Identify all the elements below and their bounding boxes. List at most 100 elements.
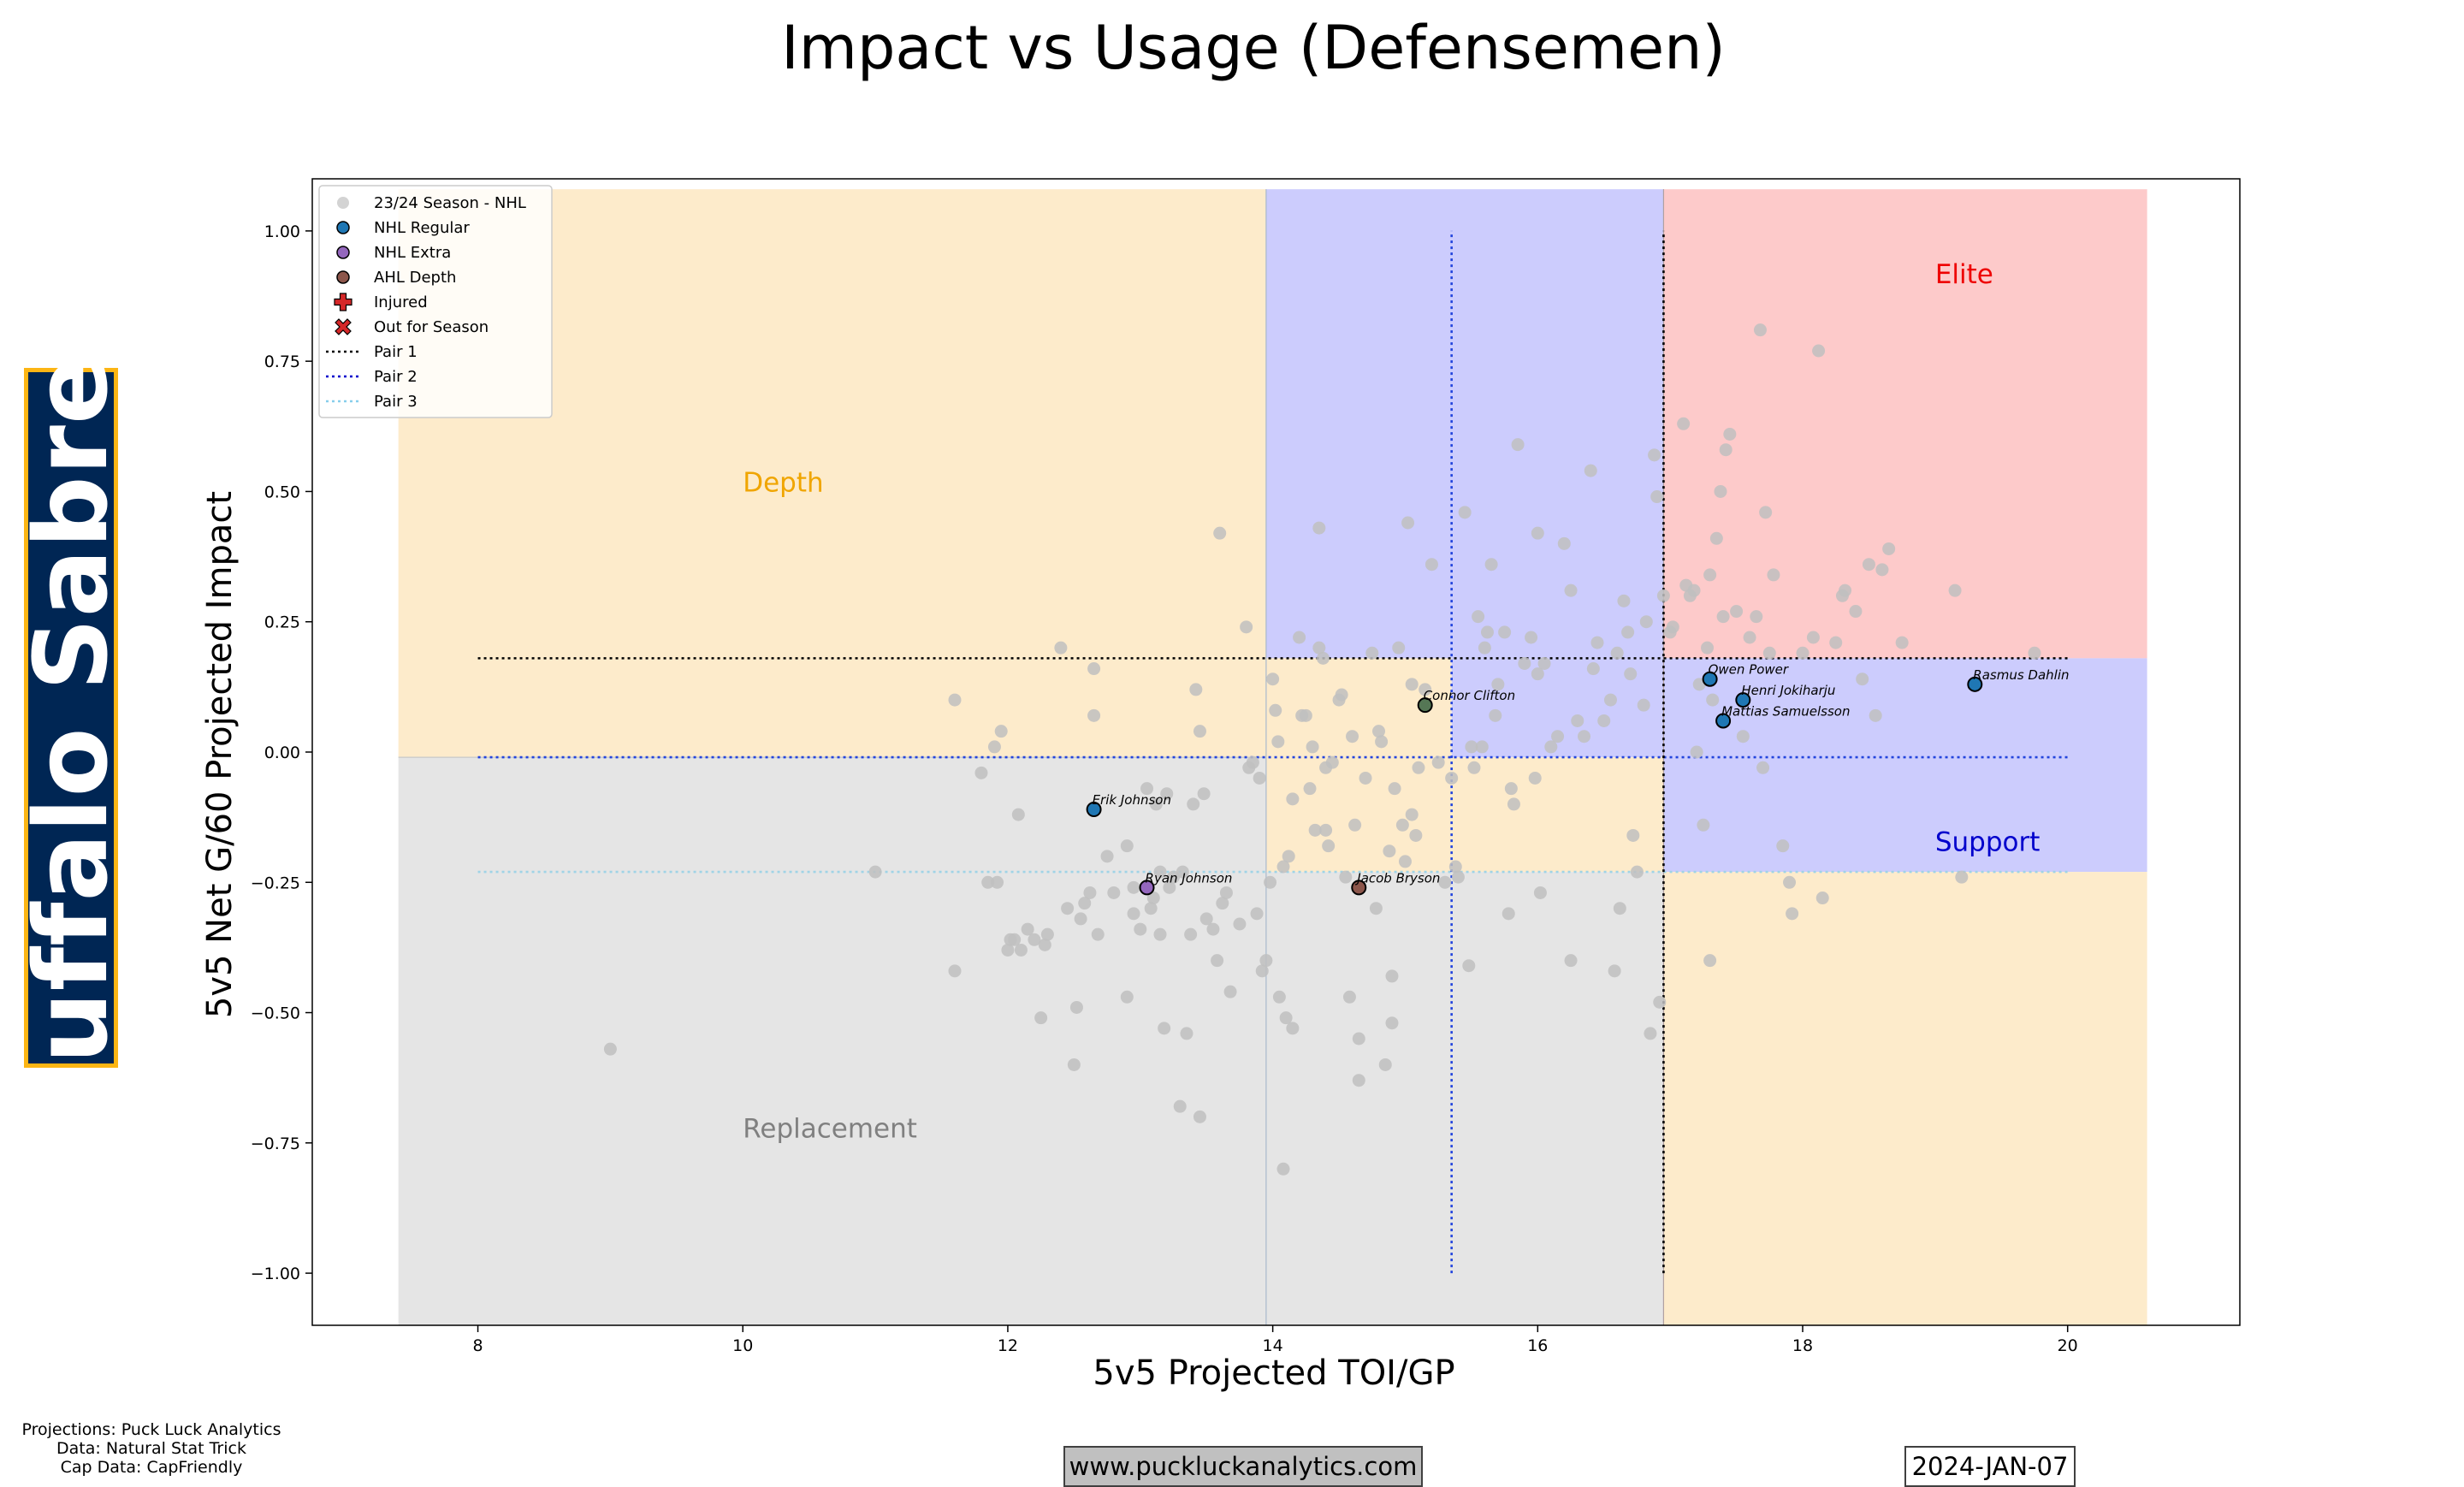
league-point	[1383, 844, 1396, 858]
player-point	[1702, 671, 1718, 687]
league-point	[1502, 907, 1515, 921]
legend-label: Injured	[374, 293, 428, 311]
league-point	[1709, 531, 1723, 545]
league-point	[1189, 683, 1203, 696]
league-point	[1650, 490, 1664, 504]
league-point	[1617, 594, 1631, 607]
league-point	[1319, 823, 1333, 837]
league-point	[1448, 860, 1462, 874]
league-point	[1276, 1162, 1290, 1176]
legend-label: Pair 3	[374, 393, 418, 411]
league-point	[1504, 782, 1518, 796]
league-point	[1703, 954, 1717, 968]
player-label: Owen Power	[1709, 662, 1789, 678]
league-point	[1613, 902, 1626, 915]
league-point	[1100, 850, 1114, 863]
league-point	[1424, 558, 1438, 572]
league-point	[1412, 761, 1425, 774]
league-point	[1656, 589, 1670, 602]
league-point	[1197, 787, 1211, 801]
league-point	[1531, 667, 1544, 681]
league-point	[1621, 625, 1635, 639]
league-point	[974, 766, 988, 779]
league-point	[1776, 839, 1790, 853]
league-point	[1246, 755, 1259, 769]
website-link[interactable]: www.puckluckanalytics.com	[1063, 1446, 1423, 1487]
league-point	[1074, 912, 1087, 926]
zone-support-upper	[1265, 189, 1664, 659]
league-point	[1626, 828, 1640, 842]
league-point	[1753, 323, 1767, 337]
legend-label: NHL Regular	[374, 219, 470, 237]
x-axis-label: 5v5 Projected TOI/GP	[1093, 1354, 1454, 1393]
league-point	[1352, 1032, 1365, 1046]
league-point	[1216, 897, 1229, 910]
league-point	[1730, 605, 1744, 619]
x-tick-label: 18	[1792, 1336, 1813, 1355]
league-point	[1158, 1022, 1171, 1035]
y-axis-label: 5v5 Net G/60 Projected Impact	[200, 491, 240, 1018]
legend-label: NHL Extra	[374, 244, 451, 262]
league-point	[1438, 875, 1452, 889]
league-point	[1743, 631, 1756, 644]
legend-label: 23/24 Season - NHL	[374, 194, 526, 212]
player-label: Ryan Johnson	[1146, 870, 1233, 886]
league-point	[1687, 584, 1701, 597]
league-point	[1206, 922, 1220, 936]
league-point	[1648, 448, 1661, 462]
y-tick-label: 0.50	[264, 483, 300, 501]
league-point	[1564, 584, 1578, 597]
league-point	[1014, 943, 1028, 957]
league-point	[1286, 792, 1300, 806]
league-point	[1176, 865, 1189, 879]
zone-replacement-right	[1265, 872, 1664, 1325]
zone-depth-bottom-right	[1663, 872, 2147, 1325]
league-point	[1608, 964, 1621, 978]
league-point	[1255, 964, 1269, 978]
league-point	[1644, 1027, 1657, 1040]
league-point	[1480, 625, 1494, 639]
league-point	[1276, 860, 1290, 874]
team-name: Buffalo Sabres	[12, 293, 131, 1142]
league-point	[1173, 1099, 1187, 1113]
league-point	[1306, 740, 1319, 754]
league-point	[1199, 912, 1213, 926]
league-point	[1134, 922, 1147, 936]
x-tick-label: 14	[1263, 1336, 1283, 1355]
league-point	[1405, 678, 1419, 691]
league-point	[1849, 605, 1863, 619]
legend-marker	[336, 246, 350, 259]
league-point	[1001, 943, 1015, 957]
player-label: Henri Jokiharju	[1741, 683, 1835, 698]
chart-title: Impact vs Usage (Defensemen)	[781, 13, 1726, 83]
league-point	[1034, 1011, 1048, 1025]
league-point	[1815, 892, 1829, 905]
league-point	[1021, 922, 1034, 936]
league-point	[1533, 886, 1547, 899]
x-tick-label: 12	[998, 1336, 1018, 1355]
league-point	[1369, 902, 1383, 915]
league-point	[1637, 698, 1650, 712]
zone-replacement	[398, 757, 1266, 1325]
legend-box	[318, 185, 553, 418]
league-point	[1348, 818, 1362, 832]
league-points-layer	[603, 323, 2041, 1176]
players-layer: Rasmus Dahlin Owen Power Henri Jokiharju Ma…	[1086, 662, 2070, 896]
league-point	[1008, 933, 1022, 946]
league-point	[1955, 870, 1969, 884]
league-point	[1829, 636, 1843, 649]
league-point	[1187, 797, 1200, 811]
league-point	[1378, 1057, 1392, 1071]
league-point	[1160, 787, 1174, 801]
player-point	[1417, 697, 1433, 714]
league-point	[603, 1042, 617, 1056]
zone-label: Depth	[743, 467, 823, 498]
league-point	[1806, 631, 1820, 644]
league-point	[1736, 730, 1750, 744]
league-point	[1511, 438, 1525, 452]
league-point	[1578, 730, 1591, 744]
league-point	[1767, 568, 1780, 582]
league-point	[1750, 610, 1763, 624]
league-point	[948, 693, 962, 707]
league-point	[1762, 646, 1776, 660]
